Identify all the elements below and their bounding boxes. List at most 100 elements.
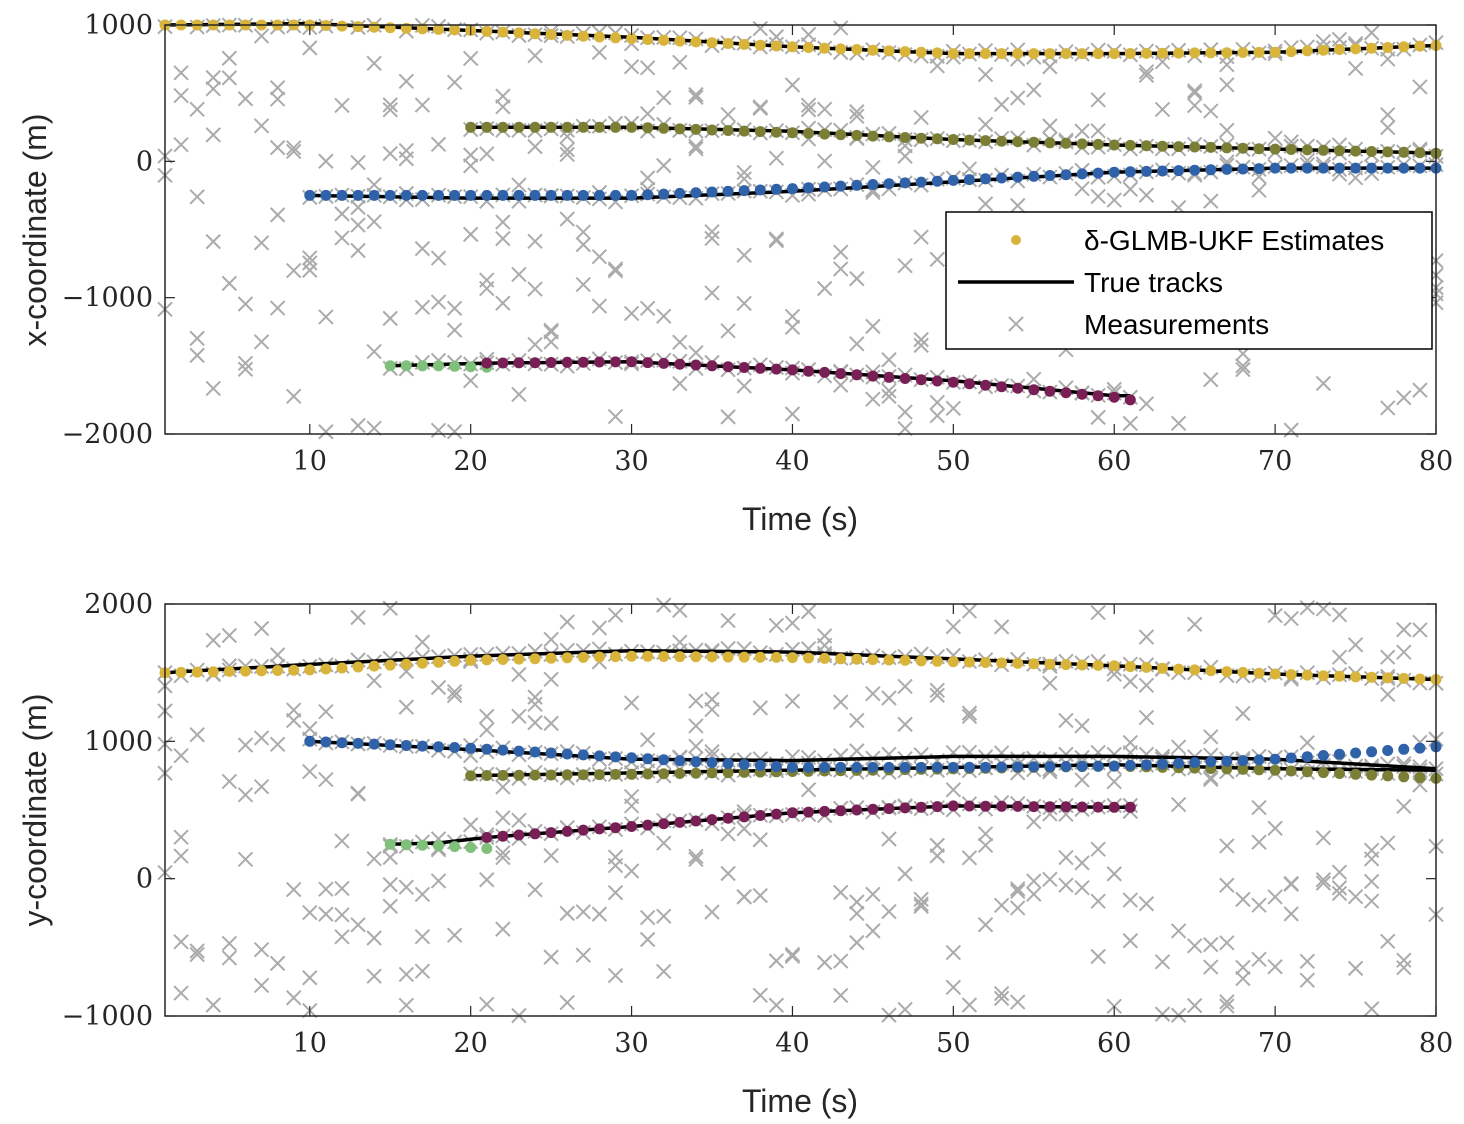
measurement-marker	[366, 343, 382, 360]
measurement-marker	[527, 138, 543, 155]
measurement-marker	[495, 779, 511, 795]
estimate-point-track-3	[1076, 760, 1088, 772]
estimate-point-track-4	[400, 839, 412, 851]
estimate-point-track-3	[1350, 162, 1362, 174]
measurement-marker	[623, 798, 640, 814]
measurement-marker	[688, 138, 704, 155]
estimate-point-track-1	[1173, 47, 1185, 59]
measurement-marker	[929, 394, 945, 411]
x-coordinate-plot: 10 20 30 40 50 60 70 80 −2000 −1000 0 1000 Time (s)…	[17, 10, 1453, 537]
measurement-marker	[1090, 948, 1106, 965]
estimate-point-track-3	[449, 742, 461, 753]
measurement-marker	[495, 845, 511, 861]
estimate-point-track-3	[465, 742, 477, 754]
estimate-point-track-1	[1076, 48, 1088, 60]
measurement-marker	[865, 886, 881, 903]
measurement-marker	[833, 884, 849, 901]
estimate-point-track-1	[1140, 661, 1152, 673]
estimate-point-track-1	[513, 653, 525, 665]
estimate-point-track-2	[1350, 768, 1362, 780]
measurement-marker	[1363, 893, 1380, 909]
measurement-marker	[897, 866, 913, 882]
estimate-point-track-1	[1237, 666, 1249, 678]
measurement-marker	[865, 685, 881, 702]
measurement-marker	[221, 950, 238, 966]
measurement-marker	[993, 96, 1010, 113]
estimate-point-track-5	[1092, 390, 1104, 402]
measurement-marker	[1074, 181, 1090, 197]
y-tick-label: −1000	[62, 283, 153, 314]
measurement-marker	[1380, 686, 1396, 703]
measurement-marker	[1009, 197, 1026, 214]
measurement-marker	[784, 948, 801, 964]
measurement-marker	[784, 615, 801, 631]
measurement-marker	[543, 671, 559, 688]
estimate-point-track-2	[658, 768, 670, 780]
estimate-point-track-5	[899, 802, 911, 814]
estimate-point-track-5	[947, 376, 959, 388]
measurement-marker	[1331, 864, 1348, 880]
measurement-marker	[849, 894, 865, 910]
measurement-marker	[334, 907, 350, 923]
measurement-marker	[1267, 889, 1283, 905]
estimate-point-track-2	[996, 135, 1008, 147]
estimate-point-track-1	[658, 34, 670, 46]
measurement-marker	[1154, 101, 1171, 118]
estimate-point-track-1	[883, 654, 895, 666]
estimate-point-track-5	[835, 805, 847, 817]
estimate-point-track-2	[610, 768, 621, 780]
estimate-point-track-1	[256, 665, 267, 677]
estimate-point-track-3	[1189, 757, 1201, 769]
legend-estimates-label: δ-GLMB-UKF Estimates	[1084, 225, 1384, 256]
measurement-marker	[382, 898, 398, 914]
estimate-point-track-3	[384, 189, 396, 201]
estimate-point-track-3	[1221, 163, 1233, 175]
estimate-point-track-3	[1173, 165, 1185, 177]
estimate-point-track-3	[481, 189, 493, 201]
estimate-point-track-2	[561, 121, 573, 133]
measurement-marker	[318, 703, 334, 720]
estimate-point-track-2	[1269, 764, 1281, 776]
measurement-marker	[623, 863, 640, 879]
y-plot-ylabel: y-coordinate (m)	[17, 694, 53, 927]
measurement-marker	[479, 996, 495, 1013]
measurement-marker	[462, 372, 479, 389]
measurement-marker	[1074, 855, 1090, 871]
measurement-marker	[430, 873, 447, 889]
estimate-point-track-2	[867, 130, 879, 142]
estimate-point-track-1	[819, 652, 831, 664]
estimate-point-track-5	[867, 370, 879, 382]
estimate-point-track-3	[867, 761, 879, 773]
measurement-marker	[800, 97, 817, 113]
x-tick-label: 20	[454, 1028, 488, 1059]
measurement-marker	[881, 1007, 897, 1023]
measurement-marker	[639, 931, 656, 948]
estimate-point-track-3	[1124, 166, 1136, 178]
x-plot-ticks: 10 20 30 40 50 60 70 80 −2000 −1000 0 1000	[62, 10, 1454, 477]
measurement-marker	[366, 213, 382, 230]
estimate-point-track-4	[384, 360, 396, 372]
measurement-marker	[1106, 746, 1122, 763]
measurement-marker	[656, 963, 672, 980]
estimate-point-track-1	[1157, 662, 1168, 674]
measurement-marker	[173, 829, 189, 845]
measurement-marker	[318, 906, 334, 922]
measurement-marker	[704, 230, 720, 247]
estimate-point-track-1	[239, 665, 251, 677]
estimate-point-track-3	[1253, 754, 1265, 766]
measurement-marker	[929, 251, 945, 268]
estimate-point-track-4	[465, 842, 477, 853]
x-tick-label: 10	[293, 1028, 327, 1059]
measurement-marker	[318, 771, 334, 788]
measurement-marker	[607, 263, 624, 279]
estimate-point-track-2	[1285, 144, 1297, 155]
measurement-marker	[1026, 371, 1042, 387]
estimate-point-track-3	[963, 761, 975, 773]
measurement-marker	[720, 323, 736, 339]
measurement-marker	[784, 77, 801, 93]
measurement-marker	[1203, 103, 1219, 119]
estimate-point-track-1	[593, 651, 605, 663]
measurement-marker	[736, 821, 752, 837]
estimate-point-track-2	[1366, 769, 1378, 781]
measurement-marker	[1203, 771, 1219, 788]
